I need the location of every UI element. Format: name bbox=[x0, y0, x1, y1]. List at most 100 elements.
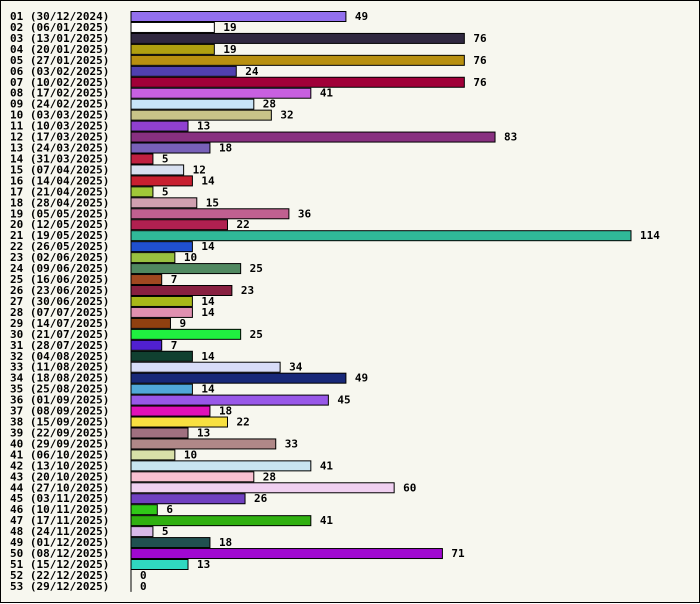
bar bbox=[130, 482, 395, 494]
value-label: 18 bbox=[219, 405, 232, 418]
bar bbox=[130, 164, 185, 176]
category-label: 21 (19/05/2025) bbox=[10, 229, 109, 242]
category-label: 38 (15/09/2025) bbox=[10, 416, 109, 429]
value-label: 26 bbox=[254, 492, 268, 505]
value-label: 14 bbox=[201, 240, 215, 253]
value-label: 10 bbox=[184, 448, 197, 461]
bar bbox=[130, 153, 154, 165]
value-label: 60 bbox=[403, 481, 416, 494]
category-label: 05 (27/01/2025) bbox=[10, 54, 109, 67]
bar bbox=[130, 230, 632, 242]
value-label: 14 bbox=[201, 295, 215, 308]
value-label: 13 bbox=[197, 120, 210, 133]
bar bbox=[130, 306, 193, 318]
category-label: 12 (17/03/2025) bbox=[10, 131, 109, 144]
value-label: 19 bbox=[223, 43, 236, 56]
bar bbox=[130, 109, 272, 121]
category-label: 51 (15/12/2025) bbox=[10, 558, 109, 571]
category-label: 46 (10/11/2025) bbox=[10, 503, 109, 516]
category-label: 33 (11/08/2025) bbox=[10, 361, 109, 374]
category-label: 49 (01/12/2025) bbox=[10, 536, 109, 549]
category-label: 15 (07/04/2025) bbox=[10, 163, 109, 176]
value-label: 5 bbox=[162, 525, 169, 538]
category-label: 30 (21/07/2025) bbox=[10, 328, 109, 341]
category-label: 01 (30/12/2024) bbox=[10, 10, 109, 23]
category-label: 03 (13/01/2025) bbox=[10, 32, 109, 45]
category-label: 42 (13/10/2025) bbox=[10, 459, 109, 472]
value-label: 25 bbox=[250, 262, 263, 275]
value-label: 7 bbox=[171, 339, 178, 352]
bar bbox=[130, 54, 465, 66]
bar bbox=[130, 186, 154, 198]
bar bbox=[130, 120, 189, 132]
value-label: 18 bbox=[219, 536, 232, 549]
category-label: 28 (07/07/2025) bbox=[10, 306, 109, 319]
category-label: 52 (22/12/2025) bbox=[10, 569, 109, 582]
bar bbox=[130, 438, 277, 450]
bar bbox=[130, 274, 163, 286]
value-label: 28 bbox=[263, 470, 276, 483]
bar bbox=[130, 361, 281, 373]
bar bbox=[130, 537, 211, 549]
bar bbox=[130, 142, 211, 154]
category-label: 11 (10/03/2025) bbox=[10, 120, 109, 133]
value-label: 41 bbox=[320, 459, 334, 472]
category-label: 23 (02/06/2025) bbox=[10, 251, 109, 264]
bar bbox=[130, 515, 312, 527]
value-label: 13 bbox=[197, 426, 210, 439]
bar bbox=[130, 252, 176, 264]
value-label: 33 bbox=[285, 437, 298, 450]
bar bbox=[130, 339, 163, 351]
bar bbox=[130, 131, 496, 143]
category-label: 19 (05/05/2025) bbox=[10, 207, 109, 220]
bar bbox=[130, 76, 465, 88]
category-label: 26 (23/06/2025) bbox=[10, 284, 109, 297]
category-label: 53 (29/12/2025) bbox=[10, 580, 109, 593]
bar bbox=[130, 285, 233, 296]
value-label: 28 bbox=[263, 98, 276, 111]
bar bbox=[130, 21, 215, 33]
value-label: 14 bbox=[201, 306, 215, 319]
bar bbox=[130, 471, 255, 483]
category-label: 50 (08/12/2025) bbox=[10, 547, 109, 560]
value-label: 14 bbox=[201, 383, 215, 396]
category-label: 24 (09/06/2025) bbox=[10, 262, 109, 275]
bar bbox=[130, 559, 189, 570]
value-label: 0 bbox=[140, 580, 147, 593]
value-label: 32 bbox=[280, 109, 293, 122]
value-label: 76 bbox=[473, 54, 487, 67]
value-label: 49 bbox=[355, 10, 368, 23]
bar bbox=[130, 372, 347, 384]
bar bbox=[130, 43, 215, 55]
category-label: 07 (10/02/2025) bbox=[10, 76, 109, 89]
value-label: 19 bbox=[223, 21, 236, 34]
value-label: 114 bbox=[640, 229, 660, 242]
value-label: 14 bbox=[201, 350, 215, 363]
category-label: 43 (20/10/2025) bbox=[10, 470, 109, 483]
bar bbox=[130, 98, 255, 110]
bar bbox=[130, 328, 242, 340]
value-label: 6 bbox=[166, 503, 173, 516]
value-label: 23 bbox=[241, 284, 254, 297]
value-label: 36 bbox=[298, 207, 312, 220]
category-label: 13 (24/03/2025) bbox=[10, 142, 109, 155]
bar bbox=[130, 504, 158, 516]
bar bbox=[130, 350, 193, 362]
value-label: 7 bbox=[171, 273, 178, 286]
category-label: 17 (21/04/2025) bbox=[10, 185, 109, 198]
bar bbox=[130, 295, 193, 307]
value-label: 41 bbox=[320, 514, 334, 527]
value-label: 12 bbox=[193, 163, 206, 176]
value-label: 0 bbox=[140, 569, 147, 582]
category-label: 22 (26/05/2025) bbox=[10, 240, 109, 253]
bar bbox=[130, 460, 312, 472]
category-label: 34 (18/08/2025) bbox=[10, 372, 109, 385]
bar bbox=[130, 526, 154, 538]
bar bbox=[130, 175, 193, 187]
value-label: 22 bbox=[236, 218, 249, 231]
category-label: 35 (25/08/2025) bbox=[10, 383, 109, 396]
value-label: 15 bbox=[206, 196, 219, 209]
bar bbox=[130, 263, 242, 275]
value-label: 13 bbox=[197, 558, 210, 571]
